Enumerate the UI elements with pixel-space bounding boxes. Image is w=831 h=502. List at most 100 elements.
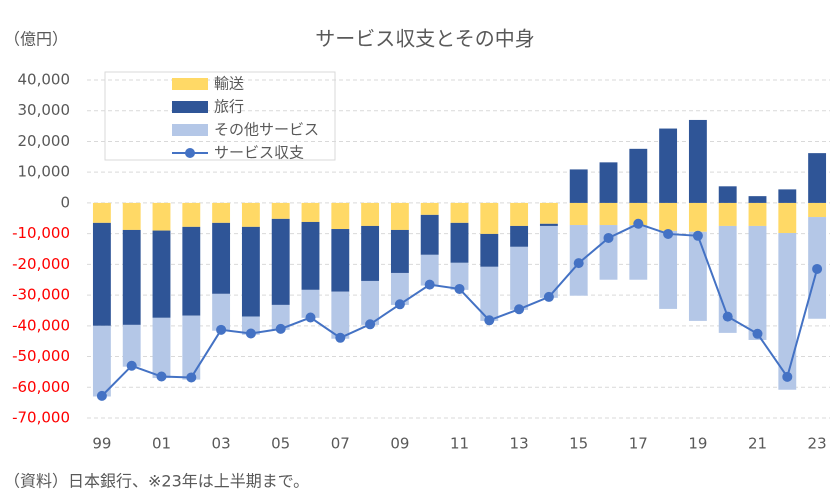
- bar: [539, 223, 558, 226]
- bar: [92, 222, 111, 326]
- bar: [450, 202, 469, 223]
- legend-label: 旅行: [214, 98, 244, 116]
- y-tick-label: 10,000: [18, 163, 71, 181]
- bar: [390, 229, 409, 273]
- bar: [599, 202, 618, 226]
- line-marker: [245, 328, 256, 339]
- line-marker: [782, 371, 793, 382]
- chart-title: サービス収支とその中身: [315, 27, 534, 51]
- bar: [748, 196, 767, 203]
- bar: [212, 293, 231, 331]
- bar: [212, 222, 231, 294]
- bar: [778, 202, 797, 234]
- legend-label: サービス収支: [214, 144, 304, 162]
- y-tick-label: 0: [60, 193, 70, 211]
- line-marker: [424, 279, 435, 290]
- x-tick-label: 05: [271, 435, 290, 453]
- line-marker: [394, 299, 405, 310]
- legend-box: [104, 71, 336, 161]
- y-unit: （億円）: [4, 30, 68, 49]
- bar: [122, 202, 141, 230]
- bar: [748, 225, 767, 340]
- line-marker: [603, 232, 614, 243]
- bar: [629, 202, 648, 226]
- x-tick-label: 13: [510, 435, 529, 453]
- line-marker: [484, 315, 495, 326]
- legend-swatch: [172, 101, 208, 113]
- bar: [92, 325, 111, 397]
- bar: [718, 202, 737, 226]
- x-tick-label: 99: [92, 435, 111, 453]
- bar: [331, 291, 350, 339]
- bar: [420, 254, 439, 286]
- bar: [510, 246, 529, 310]
- line-marker: [663, 228, 674, 239]
- bar: [241, 202, 260, 227]
- line-marker: [454, 283, 465, 294]
- y-tick-label: -50,000: [12, 347, 70, 365]
- source-note: （資料）日本銀行、※23年は上半期まで。: [4, 472, 309, 491]
- y-tick-label: -10,000: [12, 224, 70, 242]
- legend-swatch: [172, 124, 208, 136]
- line-marker: [633, 218, 644, 229]
- y-tick-label: -20,000: [12, 255, 70, 273]
- bar: [152, 230, 171, 318]
- legend-marker: [185, 148, 195, 158]
- bar: [271, 304, 290, 330]
- line-marker: [275, 323, 286, 334]
- bar: [390, 272, 409, 305]
- bar: [271, 202, 290, 219]
- bar: [688, 231, 707, 321]
- x-tick-label: 09: [390, 435, 409, 453]
- bar: [629, 148, 648, 203]
- bar: [480, 266, 499, 321]
- y-tick-label: -40,000: [12, 316, 70, 334]
- bar: [778, 189, 797, 203]
- line-marker: [216, 324, 227, 335]
- line-marker: [752, 328, 763, 339]
- bar: [420, 214, 439, 255]
- bar: [390, 202, 409, 230]
- bar: [212, 202, 231, 223]
- line-marker: [722, 311, 733, 322]
- line-marker: [156, 371, 167, 382]
- bar: [331, 202, 350, 230]
- y-tick-label: -60,000: [12, 378, 70, 396]
- line-marker: [514, 304, 525, 315]
- line-marker: [692, 230, 703, 241]
- bar: [182, 226, 201, 316]
- x-tick-label: 11: [450, 435, 469, 453]
- bar: [510, 225, 529, 247]
- legend-swatch: [172, 78, 208, 90]
- bar: [122, 229, 141, 325]
- bar: [659, 128, 678, 203]
- x-tick-label: 23: [808, 435, 827, 453]
- legend-label: 輸送: [214, 75, 244, 93]
- y-tick-label: 30,000: [18, 101, 71, 119]
- bar: [688, 119, 707, 203]
- x-tick-label: 19: [688, 435, 707, 453]
- line-marker: [305, 312, 316, 323]
- bar: [450, 262, 469, 290]
- y-tick-label: 20,000: [18, 132, 71, 150]
- bar: [271, 218, 290, 305]
- x-tick-label: 21: [748, 435, 767, 453]
- bar: [569, 202, 588, 226]
- line-marker: [186, 372, 197, 383]
- line-marker: [96, 390, 107, 401]
- line-marker: [365, 319, 376, 330]
- bar: [152, 317, 171, 379]
- bar: [301, 289, 320, 318]
- bar: [539, 225, 558, 298]
- bar: [122, 324, 141, 367]
- bar: [748, 202, 767, 226]
- bar: [152, 202, 171, 231]
- bar: [659, 230, 678, 309]
- y-tick-label: -30,000: [12, 286, 70, 304]
- bar: [241, 226, 260, 317]
- bar: [778, 233, 797, 390]
- y-tick-label: -70,000: [12, 409, 70, 427]
- bar: [569, 169, 588, 203]
- line-marker: [543, 291, 554, 302]
